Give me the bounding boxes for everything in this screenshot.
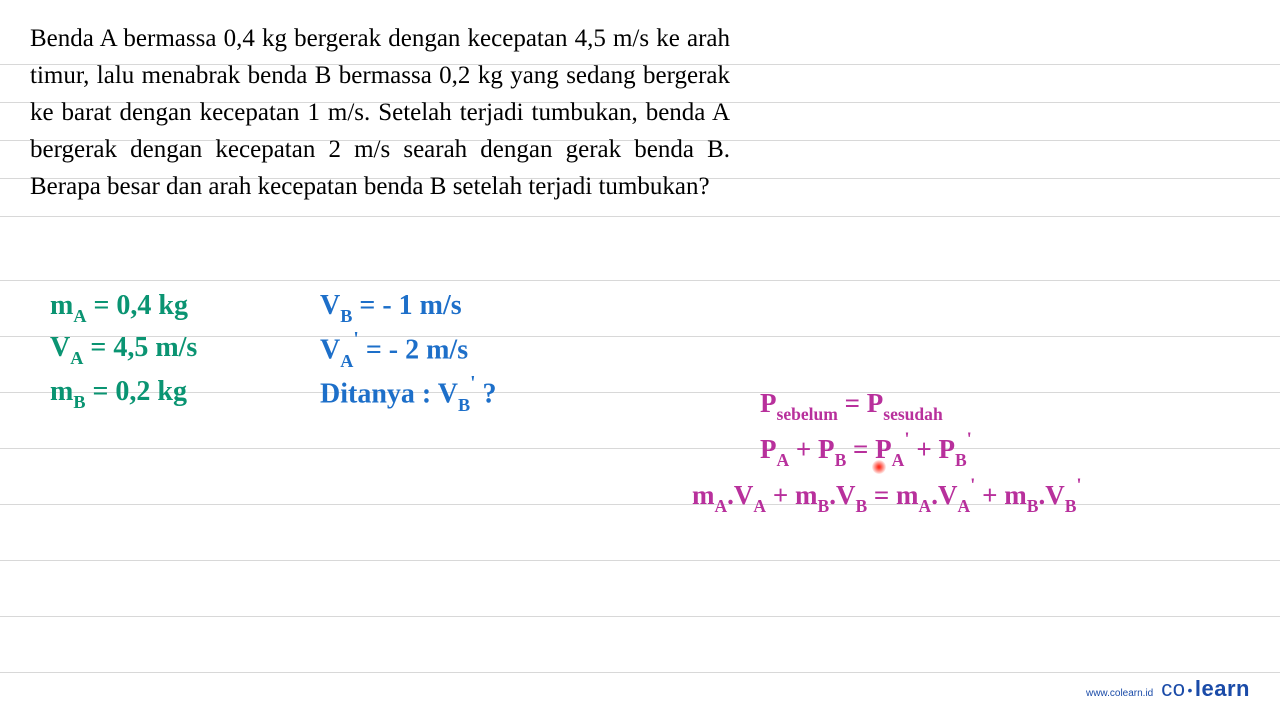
- logo-dot: •: [1186, 682, 1195, 698]
- equation-2: mA.VA + mB.VB = mA.VA' + mB.VB': [692, 478, 1082, 515]
- laser-pointer-dot: [872, 460, 886, 474]
- footer-branding: www.colearn.id co•learn: [1086, 676, 1250, 702]
- given-blue-0: VB = - 1 m/s: [320, 290, 462, 326]
- footer-logo: co•learn: [1161, 676, 1250, 702]
- ruled-line: [0, 392, 1280, 393]
- ruled-line: [0, 504, 1280, 505]
- logo-part1: co: [1161, 676, 1185, 701]
- ditanya: Ditanya : VB' ?: [320, 376, 497, 414]
- given-green-1: VA = 4,5 m/s: [50, 332, 197, 368]
- problem-statement: Benda A bermassa 0,4 kg bergerak dengan …: [30, 20, 730, 205]
- footer-url: www.colearn.id: [1086, 688, 1153, 699]
- equation-0: Psebelum = Psesudah: [760, 388, 943, 423]
- ruled-line: [0, 216, 1280, 217]
- ruled-line: [0, 280, 1280, 281]
- ruled-line: [0, 616, 1280, 617]
- given-green-0: mA = 0,4 kg: [50, 290, 188, 326]
- ruled-line: [0, 672, 1280, 673]
- ruled-line: [0, 560, 1280, 561]
- given-blue-1: VA' = - 2 m/s: [320, 332, 468, 370]
- equation-1: PA + PB = PA' + PB': [760, 432, 972, 469]
- ruled-line: [0, 448, 1280, 449]
- logo-part2: learn: [1195, 676, 1250, 701]
- given-green-2: mB = 0,2 kg: [50, 376, 187, 412]
